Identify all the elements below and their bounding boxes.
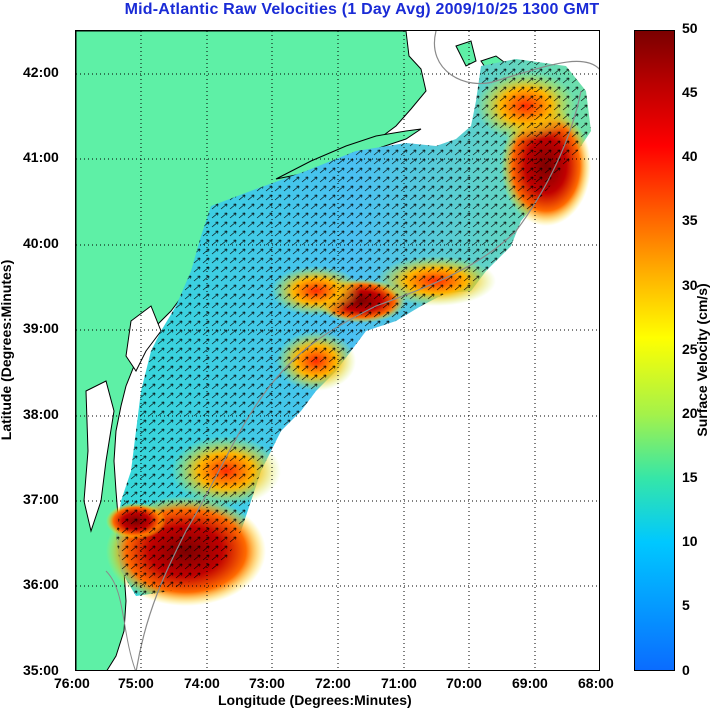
colorbar-tick-label: 20 bbox=[682, 405, 698, 421]
x-tick-label: 75:00 bbox=[118, 675, 154, 691]
y-tick-label: 39:00 bbox=[23, 320, 59, 336]
colorbar-tick-label: 50 bbox=[682, 20, 698, 36]
x-tick-label: 73:00 bbox=[249, 675, 285, 691]
y-tick-label: 41:00 bbox=[23, 149, 59, 165]
colorbar bbox=[634, 30, 675, 671]
colorbar-tick-label: 30 bbox=[682, 277, 698, 293]
x-tick-label: 71:00 bbox=[381, 675, 417, 691]
y-axis-label: Latitude (Degrees:Minutes) bbox=[0, 259, 14, 441]
colorbar-label: Surface Velocity (cm/s) bbox=[694, 283, 710, 437]
land-cape-cod-hook bbox=[455, 40, 477, 67]
bay-delaware bbox=[125, 305, 162, 372]
velocity-vectors bbox=[116, 59, 591, 596]
x-tick-label: 70:00 bbox=[446, 675, 482, 691]
x-tick-label: 69:00 bbox=[512, 675, 548, 691]
y-tick-label: 36:00 bbox=[23, 576, 59, 592]
y-tick-label: 38:00 bbox=[23, 406, 59, 422]
velocity-map[interactable] bbox=[75, 30, 600, 671]
bathymetry-contour bbox=[105, 570, 136, 670]
map-title: Mid-Atlantic Raw Velocities (1 Day Avg) … bbox=[124, 1, 600, 18]
colorbar-tick-label: 15 bbox=[682, 469, 698, 485]
colorbar-tick-label: 35 bbox=[682, 212, 698, 228]
x-tick-label: 76:00 bbox=[54, 675, 90, 691]
bathymetry-contour bbox=[433, 31, 599, 85]
graticule bbox=[76, 31, 599, 670]
map-canvas bbox=[76, 31, 599, 670]
y-tick-label: 37:00 bbox=[23, 491, 59, 507]
y-tick-label: 42:00 bbox=[23, 64, 59, 80]
x-tick-label: 74:00 bbox=[184, 675, 220, 691]
colorbar-tick-label: 10 bbox=[682, 533, 698, 549]
colorbar-tick-label: 45 bbox=[682, 84, 698, 100]
colorbar-tick-label: 5 bbox=[682, 597, 690, 613]
x-axis-label: Longitude (Degrees:Minutes) bbox=[218, 692, 412, 708]
colorbar-tick-label: 0 bbox=[682, 662, 690, 678]
colorbar-tick-label: 40 bbox=[682, 148, 698, 164]
colorbar-tick-label: 25 bbox=[682, 341, 698, 357]
x-tick-label: 68:00 bbox=[578, 675, 614, 691]
bathymetry-contour bbox=[135, 90, 582, 670]
y-tick-label: 40:00 bbox=[23, 235, 59, 251]
y-tick-label: 35:00 bbox=[23, 662, 59, 678]
x-tick-label: 72:00 bbox=[315, 675, 351, 691]
